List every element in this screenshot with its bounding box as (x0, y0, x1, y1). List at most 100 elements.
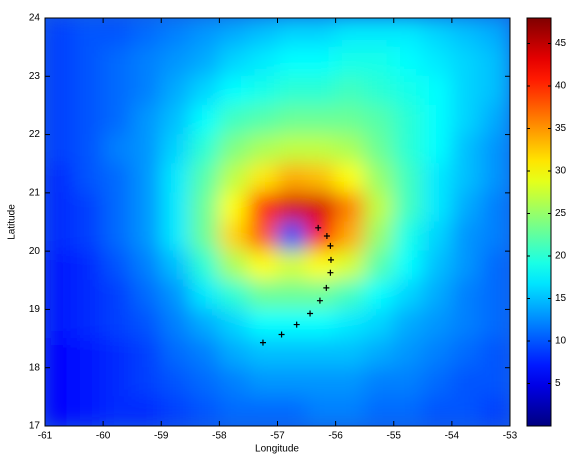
cell (451, 338, 481, 368)
y-tick-label: 23 (29, 71, 41, 82)
cell (248, 396, 278, 426)
cell (219, 163, 249, 193)
cell (74, 76, 104, 106)
cell (451, 222, 481, 252)
cell (219, 105, 249, 135)
cell (45, 251, 75, 281)
cell (393, 367, 423, 397)
cell (451, 18, 481, 48)
cell (132, 222, 162, 252)
cell (74, 280, 104, 310)
cell (74, 134, 104, 164)
cell (190, 18, 220, 48)
cell (74, 47, 104, 77)
cell (219, 192, 249, 222)
cell (161, 76, 191, 106)
cell (335, 105, 365, 135)
cell (74, 309, 104, 339)
cell (219, 309, 249, 339)
x-tick-label: -57 (270, 431, 285, 442)
cell (480, 338, 510, 368)
cell (74, 251, 104, 281)
cell (335, 47, 365, 77)
cell (248, 192, 278, 222)
cell (393, 338, 423, 368)
cell (103, 222, 133, 252)
cell (248, 163, 278, 193)
cell (364, 280, 394, 310)
cell (45, 134, 75, 164)
cell (103, 280, 133, 310)
cell (219, 222, 249, 252)
cell (422, 280, 452, 310)
cell (451, 309, 481, 339)
cell (306, 192, 336, 222)
cell (422, 396, 452, 426)
cell (74, 18, 104, 48)
cell (480, 18, 510, 48)
cell (480, 163, 510, 193)
cell (451, 192, 481, 222)
cell (45, 338, 75, 368)
cell (190, 396, 220, 426)
cell (190, 280, 220, 310)
colorbar-tick-label: 15 (555, 293, 566, 304)
cell (364, 76, 394, 106)
cell (364, 367, 394, 397)
cell (422, 163, 452, 193)
cell (219, 76, 249, 106)
cell (132, 47, 162, 77)
cell (219, 18, 249, 48)
cell (132, 280, 162, 310)
cell (161, 280, 191, 310)
colorbar-tick-label: 40 (555, 81, 566, 92)
colorbar-tick-label: 20 (555, 251, 566, 262)
cell (103, 18, 133, 48)
cell (190, 367, 220, 397)
cell (393, 134, 423, 164)
cell (451, 105, 481, 135)
chart: Longitude Latitude -61-60-59-58-57-56-55… (0, 0, 566, 456)
cell (335, 367, 365, 397)
colorbar-tick-label: 45 (555, 38, 566, 49)
cell (132, 134, 162, 164)
cell (103, 396, 133, 426)
cell (132, 76, 162, 106)
cell (393, 280, 423, 310)
cell (364, 309, 394, 339)
cell (480, 251, 510, 281)
cell (480, 76, 510, 106)
cell (335, 222, 365, 252)
x-tick-label: -54 (445, 431, 460, 442)
cell (364, 222, 394, 252)
cell (161, 163, 191, 193)
cell (393, 47, 423, 77)
cell (219, 367, 249, 397)
cell (306, 47, 336, 77)
cell (335, 396, 365, 426)
cell (219, 280, 249, 310)
colorbar (527, 18, 551, 426)
cell (422, 192, 452, 222)
cell (393, 251, 423, 281)
cell (451, 134, 481, 164)
cell (277, 280, 307, 310)
cell (103, 251, 133, 281)
y-tick-label: 18 (29, 362, 41, 373)
y-tick-label: 22 (29, 129, 41, 140)
cell (219, 396, 249, 426)
cell (248, 134, 278, 164)
cell (103, 367, 133, 397)
cell (248, 309, 278, 339)
cell (161, 18, 191, 48)
x-tick-label: -55 (387, 431, 402, 442)
cell (277, 76, 307, 106)
x-axis-label: Longitude (255, 444, 299, 455)
cell (103, 338, 133, 368)
cell (103, 47, 133, 77)
cell (74, 222, 104, 252)
cell (45, 18, 75, 48)
cell (161, 105, 191, 135)
cell (451, 47, 481, 77)
cell (103, 192, 133, 222)
